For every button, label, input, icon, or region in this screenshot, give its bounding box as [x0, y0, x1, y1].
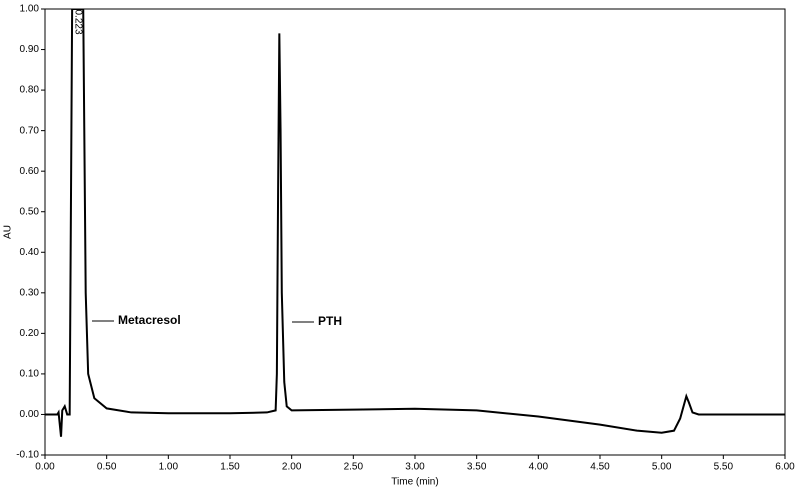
x-tick-label: 3.00 — [405, 462, 425, 473]
annotation: PTH — [318, 314, 342, 328]
y-tick-label: 0.00 — [20, 409, 40, 420]
y-tick-label: 0.30 — [20, 287, 40, 298]
x-tick-label: 1.50 — [220, 462, 240, 473]
x-tick-label: 5.00 — [652, 462, 672, 473]
y-tick-label: -0.10 — [16, 450, 39, 461]
y-tick-label: 0.40 — [20, 247, 40, 258]
plot-frame — [44, 8, 786, 456]
x-tick-label: 5.50 — [714, 462, 734, 473]
y-tick-label: 0.70 — [20, 125, 40, 136]
x-tick-label: 0.00 — [35, 462, 55, 473]
y-tick-label: 0.20 — [20, 328, 40, 339]
x-tick-label: 3.50 — [467, 462, 487, 473]
x-tick-label: 6.00 — [775, 462, 795, 473]
x-tick-label: 4.00 — [529, 462, 549, 473]
y-tick-label: 0.60 — [20, 166, 40, 177]
annotation: Metacresol — [118, 313, 181, 327]
trace — [45, 9, 785, 437]
x-axis-label: Time (min) — [391, 477, 438, 488]
x-tick-label: 0.50 — [97, 462, 117, 473]
y-axis-label: AU — [3, 225, 14, 239]
x-tick-label: 4.50 — [590, 462, 610, 473]
x-tick-label: 2.00 — [282, 462, 302, 473]
y-tick-label: 0.50 — [20, 206, 40, 217]
x-tick-label: 2.50 — [344, 462, 364, 473]
y-tick-label: 0.90 — [20, 44, 40, 55]
y-tick-label: 1.00 — [20, 4, 40, 15]
x-tick-label: 1.00 — [159, 462, 179, 473]
y-tick-label: 0.80 — [20, 85, 40, 96]
y-tick-label: 0.10 — [20, 369, 40, 380]
annotation: 0.223 — [72, 9, 83, 34]
